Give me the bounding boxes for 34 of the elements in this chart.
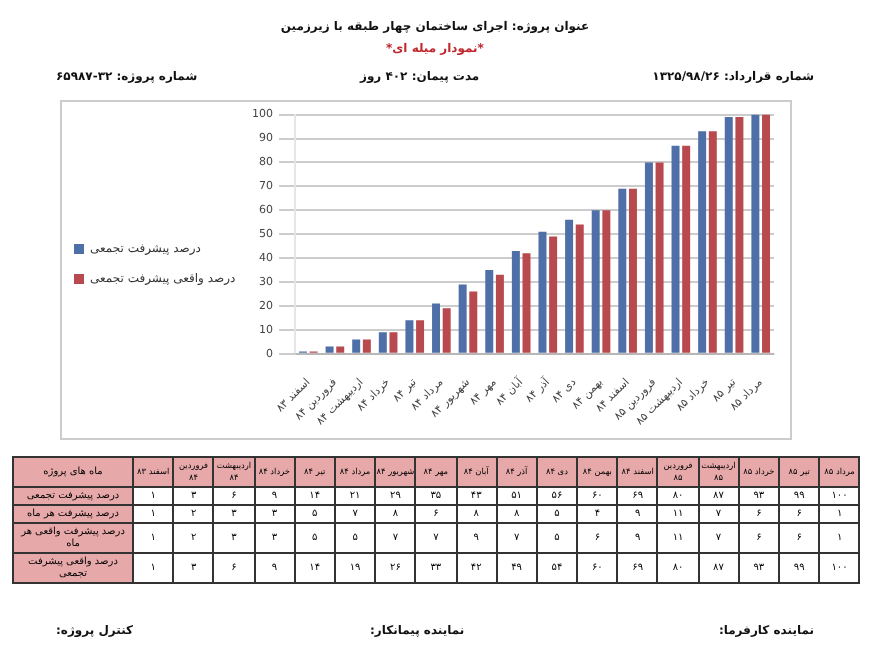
bar (602, 210, 611, 353)
bar (336, 346, 345, 353)
bar (442, 308, 451, 353)
bar (698, 131, 707, 353)
bar (565, 219, 574, 353)
bar (352, 339, 361, 353)
bar (405, 320, 414, 353)
bar (458, 284, 467, 353)
bar (708, 131, 717, 353)
bar (432, 303, 441, 353)
bar (538, 231, 547, 353)
bar (628, 188, 637, 353)
bar (735, 116, 744, 353)
bar (416, 320, 425, 353)
bar (618, 188, 627, 353)
bar (325, 346, 334, 353)
bar (724, 116, 733, 353)
bar (378, 332, 387, 353)
bar (362, 339, 371, 353)
bar (575, 224, 584, 353)
bar (762, 114, 771, 353)
bar (682, 145, 691, 353)
bar (751, 114, 760, 353)
bar (644, 162, 653, 353)
bar (469, 291, 478, 353)
bar (549, 236, 558, 353)
bar (511, 250, 520, 353)
bar (495, 274, 504, 353)
bar (485, 270, 494, 353)
bar (389, 332, 398, 353)
bar (671, 145, 680, 353)
bar (655, 162, 664, 353)
bar (591, 210, 600, 353)
bar (522, 253, 531, 353)
